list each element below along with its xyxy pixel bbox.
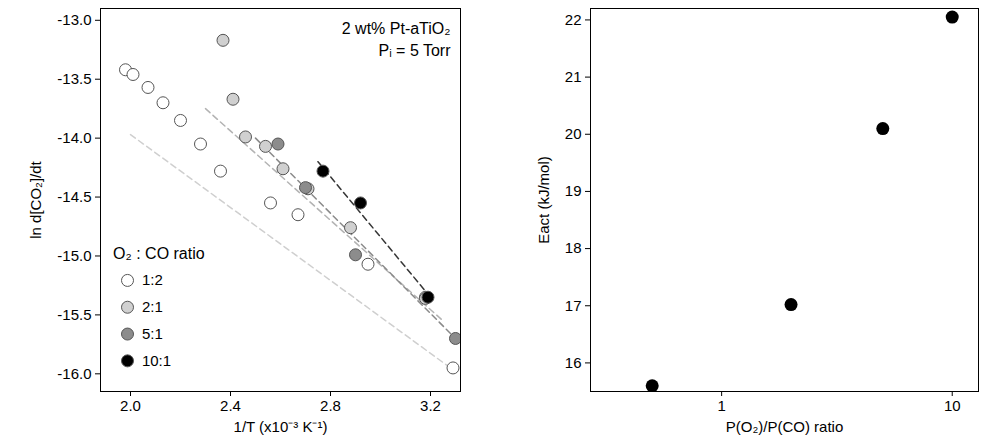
svg-text:-14.5: -14.5: [57, 188, 91, 205]
svg-text:19: 19: [565, 182, 582, 199]
svg-text:10:1: 10:1: [142, 352, 171, 369]
svg-text:-15.0: -15.0: [57, 247, 91, 264]
svg-text:-15.5: -15.5: [57, 306, 91, 323]
svg-text:21: 21: [565, 68, 582, 85]
svg-text:-13.0: -13.0: [57, 11, 91, 28]
svg-text:Pᵢ = 5 Torr: Pᵢ = 5 Torr: [378, 42, 451, 59]
svg-text:1:2: 1:2: [142, 271, 163, 288]
svg-text:Eact (kJ/mol): Eact (kJ/mol): [535, 156, 552, 244]
svg-text:O₂ : CO ratio: O₂ : CO ratio: [113, 245, 205, 262]
svg-text:-14.0: -14.0: [57, 129, 91, 146]
svg-text:2.0: 2.0: [120, 397, 141, 414]
svg-text:22: 22: [565, 11, 582, 28]
svg-text:2 wt% Pt-aTiO₂: 2 wt% Pt-aTiO₂: [342, 20, 451, 37]
svg-text:20: 20: [565, 125, 582, 142]
svg-text:17: 17: [565, 297, 582, 314]
svg-text:2.8: 2.8: [320, 397, 341, 414]
svg-text:3.2: 3.2: [420, 397, 441, 414]
svg-text:2:1: 2:1: [142, 298, 163, 315]
svg-text:10: 10: [944, 397, 961, 414]
svg-text:16: 16: [565, 354, 582, 371]
svg-text:-16.0: -16.0: [57, 365, 91, 382]
svg-text:2.4: 2.4: [220, 397, 241, 414]
svg-text:P(O₂)/P(CO) ratio: P(O₂)/P(CO) ratio: [726, 418, 844, 435]
svg-text:18: 18: [565, 239, 582, 256]
svg-text:5:1: 5:1: [142, 325, 163, 342]
svg-text:1/T (x10⁻³ K⁻¹): 1/T (x10⁻³ K⁻¹): [234, 418, 328, 435]
svg-text:-13.5: -13.5: [57, 70, 91, 87]
svg-text:ln d[CO₂]/dt: ln d[CO₂]/dt: [27, 160, 44, 238]
svg-text:1: 1: [717, 397, 725, 414]
